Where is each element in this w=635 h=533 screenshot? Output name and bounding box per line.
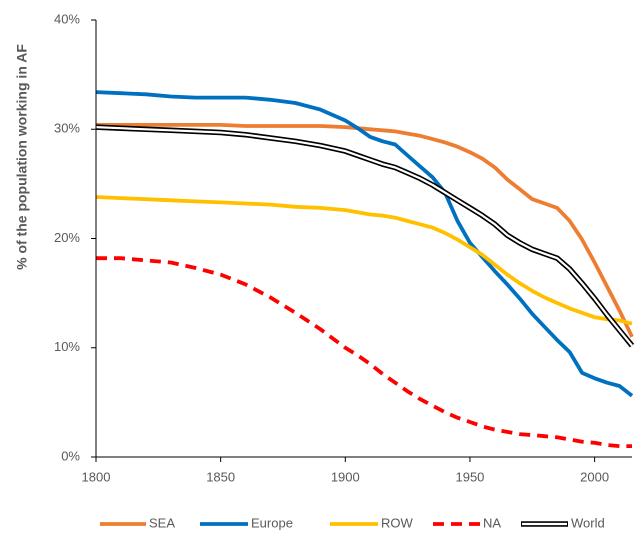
axes — [96, 20, 632, 457]
legend-label-world: World — [571, 515, 605, 530]
legend-label-europe: Europe — [251, 515, 293, 530]
y-tick-label: 10% — [54, 339, 80, 354]
x-tick-label: 1800 — [82, 469, 111, 484]
y-tick-label: 0% — [61, 448, 80, 463]
legend-item-world: World — [521, 515, 605, 530]
series-line-world — [96, 127, 632, 346]
series-line-row — [96, 197, 632, 324]
legend-label-row: ROW — [381, 515, 414, 530]
legend-item-row: ROW — [330, 515, 414, 530]
x-tick-label: 1900 — [331, 469, 360, 484]
y-tick-label: 20% — [54, 230, 80, 245]
legend-item-na: NA — [433, 515, 501, 530]
plot-area — [96, 92, 632, 446]
y-tick-label: 30% — [54, 121, 80, 136]
legend-item-europe: Europe — [200, 515, 293, 530]
legend: SEA Europe ROW NA World — [100, 515, 605, 530]
legend-label-na: NA — [483, 515, 501, 530]
y-axis-title: % of the population working in AF — [14, 44, 30, 270]
x-tick-label: 2000 — [580, 469, 609, 484]
series-line-world-outline — [96, 127, 632, 346]
x-tick-label: 1950 — [455, 469, 484, 484]
series-line-europe — [96, 92, 632, 396]
x-tick-label: 1850 — [206, 469, 235, 484]
legend-label-sea: SEA — [149, 515, 175, 530]
series-line-na — [96, 258, 632, 446]
y-axis-ticks: 0% 10% 20% 30% 40% — [54, 11, 96, 463]
x-axis-ticks: 1800 1850 1900 1950 2000 — [82, 457, 610, 484]
legend-item-sea: SEA — [100, 515, 175, 530]
y-tick-label: 40% — [54, 11, 80, 26]
